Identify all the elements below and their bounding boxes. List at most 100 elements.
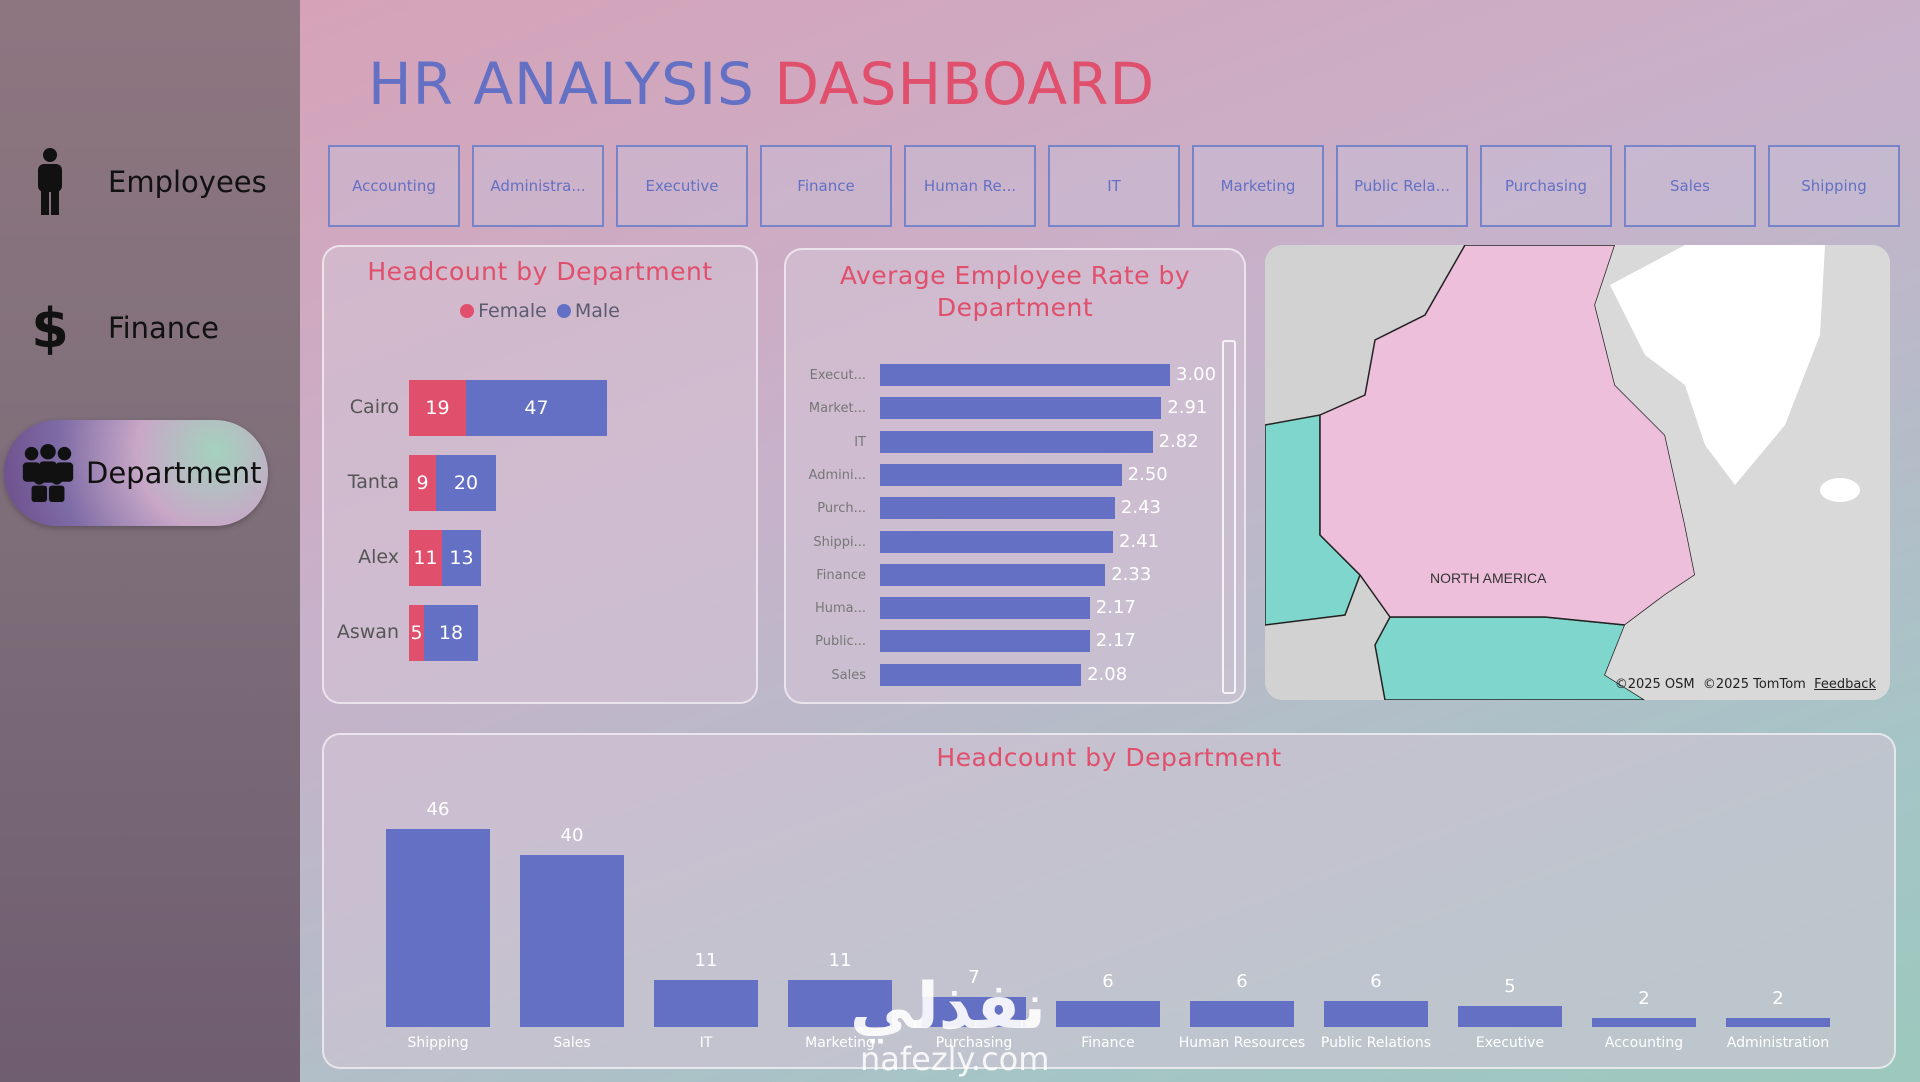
avg-rate-row[interactable]: Execut... 3.00	[786, 364, 1226, 386]
column-bar[interactable]	[922, 996, 1026, 1027]
avg-rate-row[interactable]: Admini... 2.50	[786, 463, 1226, 486]
data-label: 2.41	[1118, 530, 1160, 552]
category-label: Marketing	[805, 1035, 875, 1051]
map-svg: NORTH AMERICA	[1265, 245, 1890, 700]
category-label: IT	[699, 1035, 713, 1051]
map-visual[interactable]: NORTH AMERICA ©2025 OSM ©2025 TomTom Fee…	[1265, 245, 1890, 700]
avg-rate-bar[interactable]	[880, 364, 1170, 386]
avg-rate-row[interactable]: IT 2.82	[786, 430, 1226, 453]
watermark-ar: نفذلي	[850, 970, 1046, 1044]
nav-department[interactable]: Department	[18, 443, 262, 503]
nav-label: Finance	[108, 311, 219, 345]
column-bar[interactable]	[1458, 1005, 1562, 1027]
avg-rate-row[interactable]: Shippi... 2.41	[786, 530, 1226, 553]
slicer-button[interactable]: Finance	[760, 145, 892, 227]
data-label: 2	[1772, 988, 1784, 1010]
data-label: 2.43	[1120, 497, 1161, 519]
bar-male[interactable]: 18	[424, 605, 478, 661]
slicer-button[interactable]: Marketing	[1192, 145, 1324, 227]
column-bar[interactable]	[1592, 1018, 1696, 1027]
avg-rate-bar[interactable]	[880, 530, 1113, 553]
category-label: Aswan	[336, 621, 399, 643]
category-label: Execut...	[809, 368, 866, 383]
avg-rate-bar[interactable]	[880, 563, 1106, 586]
column-bar[interactable]	[1324, 1001, 1428, 1027]
bar-female[interactable]: 11	[409, 530, 442, 586]
avg-rate-bar[interactable]	[880, 463, 1122, 486]
slicer-button[interactable]: Administra...	[472, 145, 604, 227]
avg-rate-row[interactable]: Finance 2.33	[786, 563, 1226, 586]
avg-rate-row[interactable]: Public... 2.17	[786, 630, 1226, 653]
column-bar[interactable]	[520, 855, 624, 1027]
data-label: 2.82	[1158, 430, 1199, 452]
slicer-button[interactable]: Accounting	[328, 145, 460, 227]
bar-male[interactable]: 20	[436, 455, 496, 511]
category-label: Cairo	[349, 396, 399, 418]
category-label: Public...	[815, 634, 866, 650]
category-label: Shippi...	[813, 534, 866, 550]
nav-label: Employees	[108, 165, 267, 199]
bar-female[interactable]: 9	[409, 455, 436, 511]
column-bar[interactable]	[1190, 1001, 1294, 1027]
data-label: 2.33	[1111, 563, 1152, 585]
avg-rate-row[interactable]: Huma... 2.17	[786, 597, 1226, 620]
nav-employees[interactable]: Employees	[20, 148, 267, 215]
bar-female[interactable]: 19	[409, 380, 466, 436]
category-label: Huma...	[814, 601, 866, 617]
nav-finance[interactable]: $ Finance	[20, 297, 219, 360]
avg-rate-bar[interactable]	[880, 397, 1162, 420]
column-bar[interactable]	[654, 979, 758, 1027]
legend-male[interactable]: Male	[556, 300, 620, 322]
category-label: Accounting	[1604, 1035, 1684, 1051]
avg-rate-card: Average Employee Rate by Department Exec…	[784, 248, 1246, 704]
data-label: 2	[1638, 988, 1650, 1010]
category-label: Admini...	[808, 467, 866, 483]
avg-rate-bar[interactable]	[880, 597, 1090, 620]
scrollbar[interactable]	[1222, 340, 1236, 694]
avg-rate-bar[interactable]	[880, 430, 1153, 453]
column-bar[interactable]	[1056, 1001, 1160, 1027]
data-label: 6	[1102, 971, 1114, 993]
bar-female[interactable]: 5	[409, 605, 424, 661]
legend-female[interactable]: Female	[460, 300, 547, 322]
slicer-button[interactable]: Executive	[616, 145, 748, 227]
category-label: Market...	[808, 401, 866, 417]
category-label: Human Resources	[1178, 1035, 1306, 1051]
category-label: Shipping	[407, 1035, 469, 1051]
slicer-button[interactable]: Public Rela...	[1336, 145, 1468, 227]
slicer-button[interactable]: Human Re...	[904, 145, 1036, 227]
data-label: 3.00	[1176, 364, 1217, 385]
avg-rate-row[interactable]: Purch... 2.43	[786, 497, 1226, 520]
slicer-button[interactable]: Shipping	[1768, 145, 1900, 227]
bar-male[interactable]: 47	[466, 380, 607, 436]
column-bar[interactable]	[386, 829, 490, 1027]
avg-rate-bar[interactable]	[880, 630, 1090, 653]
title-part2: DASHBOARD	[774, 50, 1156, 118]
data-label: 40	[560, 825, 584, 846]
chart-title: Headcount by Department	[367, 257, 713, 286]
bar-male[interactable]: 13	[442, 530, 481, 586]
category-label: Purch...	[817, 501, 866, 517]
column-bar[interactable]	[1726, 1018, 1830, 1027]
sidebar: Employees $ Finance Department	[0, 0, 300, 1082]
slicer-button[interactable]: Sales	[1624, 145, 1756, 227]
page-title: HR ANALYSIS DASHBOARD	[368, 50, 1155, 118]
department-slicer: Accounting Administra... Executive Finance H…	[328, 145, 1900, 227]
avg-rate-row[interactable]: Market... 2.91	[786, 397, 1226, 420]
group-icon	[18, 443, 78, 503]
headcount-card: Headcount by Department Female Male Cair…	[322, 245, 758, 704]
title-part1: HR ANALYSIS	[368, 50, 755, 118]
avg-rate-bar[interactable]	[880, 663, 1082, 686]
column-bar[interactable]	[788, 979, 892, 1027]
stacked-bar-chart: Cairo 19 47 Tanta 9 20 Alex 11 13 Aswan 5 18	[324, 247, 756, 702]
map-feedback-link[interactable]: Feedback	[1814, 677, 1876, 692]
data-label: 6	[1236, 971, 1248, 993]
watermark-en: nafezly.com	[860, 1040, 1050, 1078]
data-label: 2.17	[1095, 597, 1136, 619]
avg-rate-bar[interactable]	[880, 497, 1115, 520]
avg-rate-row[interactable]: Sales 2.08	[786, 663, 1226, 686]
slicer-button[interactable]: IT	[1048, 145, 1180, 227]
category-label: Alex	[358, 546, 399, 568]
data-label: 5	[1504, 975, 1516, 997]
slicer-button[interactable]: Purchasing	[1480, 145, 1612, 227]
